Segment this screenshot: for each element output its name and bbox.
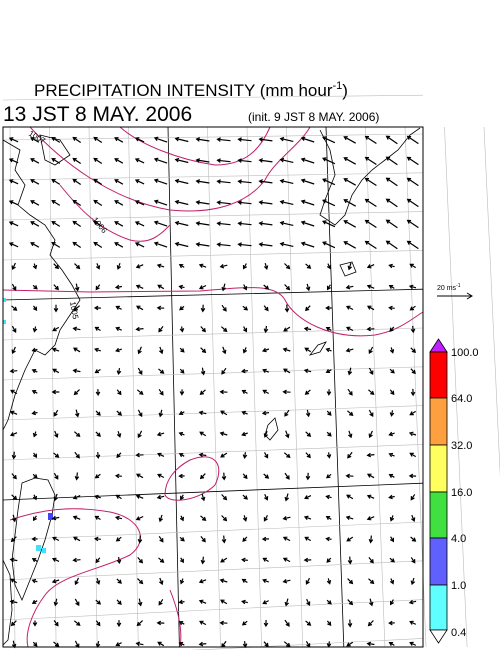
major-grid-line bbox=[2, 288, 424, 301]
colorbar-label: 4.0 bbox=[451, 533, 466, 545]
colorbar-label: 64.0 bbox=[451, 393, 472, 405]
contour bbox=[164, 456, 220, 501]
colorbar-bin bbox=[429, 537, 448, 586]
scale-label: 20 ms-1 bbox=[437, 283, 461, 292]
coast-west bbox=[2, 139, 81, 431]
coastlines bbox=[2, 127, 421, 646]
map-frame bbox=[2, 126, 424, 648]
lat-lon-grid bbox=[2, 94, 500, 655]
precipitation bbox=[48, 513, 53, 520]
scale-text: 20 ms bbox=[437, 285, 457, 292]
wind-arrows bbox=[8, 135, 419, 649]
island bbox=[39, 134, 71, 166]
colorbar-bin bbox=[429, 351, 448, 399]
grid-line bbox=[207, 126, 221, 648]
contour bbox=[119, 126, 271, 166]
colorbar-label: 1.0 bbox=[451, 580, 466, 592]
colorbar-label: 100.0 bbox=[451, 347, 479, 359]
grid-line bbox=[2, 94, 424, 101]
island bbox=[308, 341, 327, 356]
precipitation bbox=[3, 298, 6, 302]
coast-japan bbox=[319, 127, 421, 226]
precipitation bbox=[42, 548, 46, 553]
title-close: ) bbox=[342, 81, 348, 100]
contour bbox=[59, 184, 171, 242]
colorbar-under bbox=[429, 629, 448, 644]
grid-line bbox=[246, 126, 262, 648]
title-text: PRECIPITATION INTENSITY (mm hour bbox=[34, 81, 333, 100]
scale-exponent: -1 bbox=[456, 283, 461, 289]
colorbar-label: 32.0 bbox=[451, 440, 472, 452]
grid-line bbox=[94, 638, 424, 655]
grid-line bbox=[2, 250, 424, 261]
island bbox=[339, 261, 357, 277]
colorbar-over bbox=[429, 338, 448, 353]
major-grid-line bbox=[2, 482, 424, 501]
precipitation bbox=[3, 320, 6, 324]
major-grid-line bbox=[167, 126, 180, 648]
colorbar-labels: 100.0 64.0 32.0 16.0 4.0 1.0 0.4 bbox=[451, 347, 479, 639]
title: PRECIPITATION INTENSITY (mm hour-1) bbox=[34, 80, 348, 100]
colorbar-label: 0.4 bbox=[451, 627, 466, 639]
grid-line bbox=[286, 126, 303, 648]
colorbar-bin bbox=[429, 584, 448, 631]
colorbar-bin bbox=[429, 491, 448, 539]
grid-line bbox=[2, 211, 424, 221]
grid-line bbox=[2, 444, 424, 461]
contour bbox=[2, 287, 424, 337]
colorbar bbox=[429, 338, 448, 644]
grid-line bbox=[128, 126, 139, 648]
coast-south bbox=[2, 559, 13, 646]
island bbox=[264, 417, 279, 441]
grid-line bbox=[2, 133, 424, 141]
map-background bbox=[3, 127, 423, 647]
colorbar-label: 16.0 bbox=[451, 487, 472, 499]
grid-line bbox=[2, 521, 424, 541]
colorbar-bin bbox=[429, 397, 448, 446]
init-time: (init. 9 JST 8 MAY. 2006) bbox=[248, 110, 379, 124]
grid-line bbox=[2, 405, 424, 421]
grid-line bbox=[49, 126, 57, 648]
scale-arrow bbox=[437, 292, 473, 300]
title-exponent: -1 bbox=[332, 80, 342, 92]
valid-time: 13 JST 8 MAY. 2006 bbox=[3, 103, 192, 126]
grid-line bbox=[483, 126, 500, 478]
grid-line bbox=[444, 126, 468, 648]
precipitation bbox=[36, 545, 41, 551]
grid-line bbox=[2, 366, 424, 381]
colorbar-bin bbox=[429, 444, 448, 493]
grid-line bbox=[2, 599, 424, 621]
contour bbox=[9, 508, 141, 648]
grid-line bbox=[2, 172, 424, 181]
map-area: 1007 1006 1005 bbox=[2, 94, 500, 655]
grid-line bbox=[365, 126, 386, 648]
